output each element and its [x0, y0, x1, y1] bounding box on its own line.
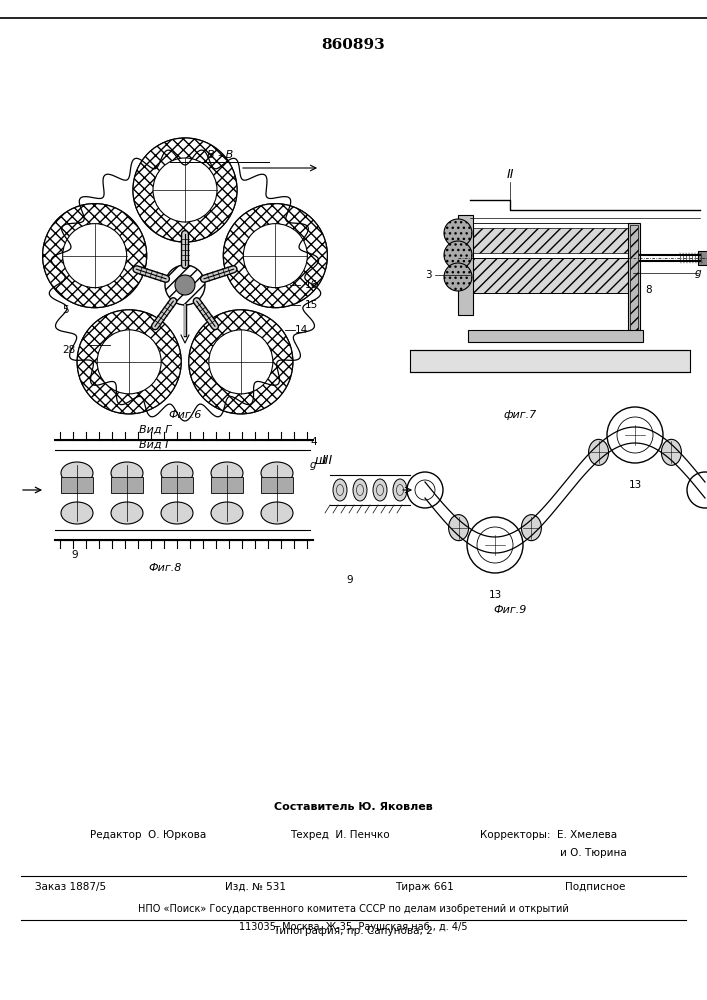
Circle shape	[165, 265, 205, 305]
Circle shape	[189, 310, 293, 414]
Circle shape	[444, 263, 472, 291]
Text: ш: ш	[314, 454, 326, 466]
Bar	[61, 477, 93, 493]
Text: Редактор  О. Юркова: Редактор О. Юркова	[90, 830, 206, 840]
Ellipse shape	[161, 502, 193, 524]
Bar	[211, 477, 243, 493]
Text: Техред  И. Пенчко: Техред И. Пенчко	[290, 830, 390, 840]
Bar	[468, 223, 633, 228]
Bar	[630, 225, 638, 333]
Text: 13: 13	[489, 590, 502, 600]
Circle shape	[175, 275, 195, 295]
Bar	[468, 253, 633, 258]
Ellipse shape	[61, 462, 93, 484]
Text: В - В: В - В	[207, 150, 233, 160]
Text: 13: 13	[629, 480, 642, 490]
Bar	[698, 251, 707, 265]
Text: 860893: 860893	[321, 38, 385, 52]
Ellipse shape	[211, 502, 243, 524]
Circle shape	[42, 204, 146, 308]
Text: фиг.7: фиг.7	[503, 410, 537, 420]
Bar	[468, 223, 633, 258]
Bar	[468, 330, 643, 342]
Text: и О. Тюрина: и О. Тюрина	[560, 848, 626, 858]
Ellipse shape	[353, 479, 367, 501]
Bar	[468, 258, 633, 293]
Ellipse shape	[393, 479, 407, 501]
Text: Типография, пр. Сапунова, 2: Типография, пр. Сапунова, 2	[273, 926, 433, 936]
Ellipse shape	[211, 462, 243, 484]
Text: II: II	[506, 168, 514, 182]
Text: 9: 9	[346, 575, 354, 585]
Ellipse shape	[261, 502, 293, 524]
Text: Изд. № 531: Изд. № 531	[225, 882, 286, 892]
Circle shape	[77, 310, 181, 414]
Circle shape	[243, 224, 308, 288]
Text: 14: 14	[295, 325, 308, 335]
Circle shape	[63, 224, 127, 288]
Text: 9: 9	[71, 550, 78, 560]
Text: Тираж 661: Тираж 661	[395, 882, 454, 892]
Text: Фиг.9: Фиг.9	[493, 605, 527, 615]
Circle shape	[77, 310, 181, 414]
Text: g: g	[310, 460, 317, 470]
Ellipse shape	[261, 462, 293, 484]
Circle shape	[444, 219, 472, 247]
Circle shape	[444, 241, 472, 269]
Bar	[458, 215, 473, 315]
Circle shape	[209, 330, 273, 394]
Circle shape	[223, 204, 327, 308]
Ellipse shape	[161, 462, 193, 484]
Text: 8: 8	[645, 285, 652, 295]
Text: Корректоры:  Е. Хмелева: Корректоры: Е. Хмелева	[480, 830, 617, 840]
Text: 4: 4	[310, 437, 317, 447]
Circle shape	[133, 138, 237, 242]
Text: Вид Г: Вид Г	[139, 425, 171, 435]
Ellipse shape	[61, 502, 93, 524]
Text: 113035, Москва, Ж-35, Раушская наб., д. 4/5: 113035, Москва, Ж-35, Раушская наб., д. …	[239, 922, 467, 932]
Text: 28: 28	[62, 345, 75, 355]
Circle shape	[223, 204, 327, 308]
Circle shape	[42, 204, 146, 308]
Circle shape	[467, 517, 523, 573]
Circle shape	[189, 310, 293, 414]
Bar	[628, 223, 640, 333]
Text: 15: 15	[305, 300, 318, 310]
Ellipse shape	[333, 479, 347, 501]
Ellipse shape	[449, 515, 469, 541]
Text: Составитель Ю. Яковлев: Составитель Ю. Яковлев	[274, 802, 433, 812]
Text: 3: 3	[426, 270, 432, 280]
Ellipse shape	[373, 479, 387, 501]
Bar	[161, 477, 193, 493]
Bar	[261, 477, 293, 493]
Text: Фиг.6: Фиг.6	[168, 410, 201, 420]
Ellipse shape	[111, 462, 143, 484]
Text: Подписное: Подписное	[565, 882, 626, 892]
Bar	[111, 477, 143, 493]
Circle shape	[97, 330, 161, 394]
Text: Заказ 1887/5: Заказ 1887/5	[35, 882, 106, 892]
Circle shape	[133, 138, 237, 242]
Ellipse shape	[521, 515, 542, 541]
Text: 16: 16	[305, 280, 318, 290]
Text: 5: 5	[62, 305, 69, 315]
Text: g: g	[695, 268, 701, 278]
Circle shape	[607, 407, 663, 463]
Text: III: III	[322, 454, 333, 466]
Bar	[410, 350, 690, 372]
Ellipse shape	[662, 439, 682, 465]
Circle shape	[153, 158, 217, 222]
Ellipse shape	[589, 439, 609, 465]
Ellipse shape	[111, 502, 143, 524]
Text: Фиг.8: Фиг.8	[148, 563, 182, 573]
Text: НПО «Поиск» Государственного комитета СССР по делам изобретений и открытий: НПО «Поиск» Государственного комитета СС…	[138, 904, 568, 914]
Text: Вид Г: Вид Г	[139, 440, 171, 450]
